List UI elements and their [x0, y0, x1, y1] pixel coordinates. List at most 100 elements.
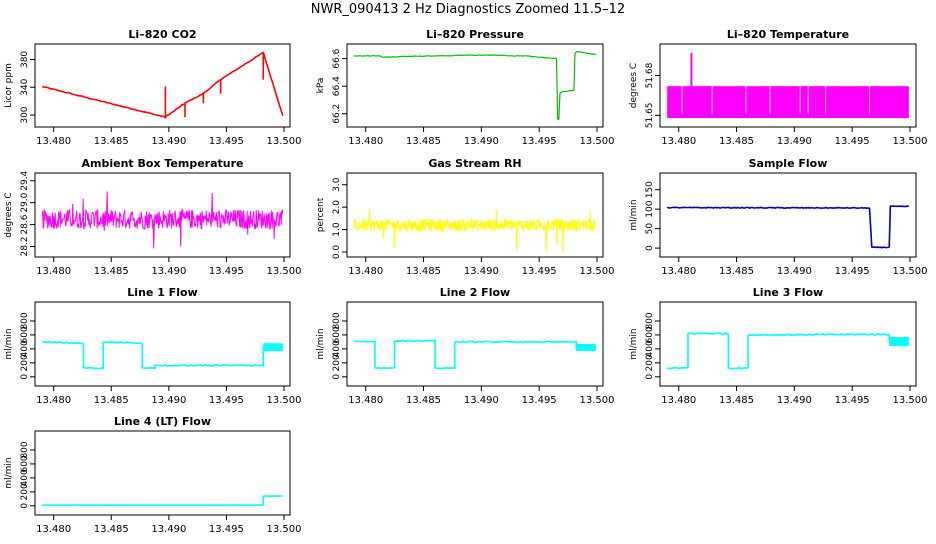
plot-frame — [34, 43, 291, 128]
x-tick-label: 13.490 — [464, 266, 499, 277]
plot-frame — [346, 301, 604, 387]
x-tick-label: 13.480 — [661, 395, 696, 406]
x-tick-label: 13.480 — [36, 266, 71, 277]
y-tick-label: 0.0 — [332, 245, 342, 260]
plot-frame — [34, 172, 291, 258]
chart-panel-1: Li–820 CO2 Licor ppm 13.480 13.485 13.490 13.… — [4, 28, 302, 147]
y-tick-label: 0 — [332, 374, 342, 380]
y-tick-label: 800 — [332, 312, 342, 329]
y-axis-label: Licor ppm — [4, 63, 14, 108]
y-axis-label: ml/min — [629, 199, 639, 230]
series-line — [42, 340, 284, 370]
y-tick-label: 600 — [20, 326, 30, 343]
chart-title: Sample Flow — [749, 157, 828, 170]
chart-panel-9: Line 3 Flow ml/min 13.480 13.485 13.490 13.49… — [629, 286, 928, 406]
x-tick-label: 13.490 — [777, 395, 812, 406]
y-tick-label: 0 — [645, 374, 655, 380]
y-axis-label: degrees C — [4, 192, 14, 237]
y-tick-label: 800 — [645, 312, 655, 329]
y-tick-label: 340 — [20, 78, 30, 95]
plot-frame — [659, 43, 917, 128]
x-tick-label: 13.480 — [348, 395, 383, 406]
y-tick-label: 800 — [20, 312, 30, 329]
x-tick-label: 13.490 — [777, 266, 812, 277]
x-tick-label: 13.480 — [36, 524, 71, 535]
y-tick-label: 51.68 — [645, 62, 655, 88]
plot-frame — [346, 172, 604, 258]
y-axis-label: percent — [316, 197, 326, 232]
y-tick-label: 50 — [645, 223, 655, 235]
series-line — [354, 50, 596, 120]
x-tick-label: 13.500 — [893, 395, 928, 406]
y-tick-label: 29.4 — [20, 170, 30, 190]
chart-title: Line 1 Flow — [127, 286, 197, 299]
x-tick-label: 13.495 — [209, 524, 244, 535]
y-axis-label: ml/min — [316, 328, 326, 359]
x-tick-label: 13.480 — [661, 266, 696, 277]
x-tick-label: 13.485 — [94, 395, 129, 406]
x-tick-label: 13.500 — [893, 266, 928, 277]
x-tick-label: 13.500 — [267, 524, 302, 535]
y-tick-label: 29.0 — [20, 192, 30, 212]
x-tick-label: 13.485 — [719, 395, 754, 406]
x-tick-label: 13.495 — [209, 266, 244, 277]
x-tick-label: 13.485 — [94, 136, 129, 147]
chart-panel-4: Ambient Box Temperature degrees C 13.480 13… — [4, 157, 302, 277]
x-tick-label: 13.485 — [94, 524, 129, 535]
series-noise-band — [889, 337, 909, 347]
x-tick-label: 13.500 — [267, 136, 302, 147]
x-tick-label: 13.500 — [893, 136, 928, 147]
x-tick-label: 13.500 — [580, 136, 615, 147]
y-tick-label: 400 — [332, 340, 342, 357]
y-tick-label: 100 — [645, 200, 655, 217]
x-tick-label: 13.485 — [406, 266, 441, 277]
x-tick-label: 13.485 — [406, 136, 441, 147]
chart-panel-2: Li–820 Pressure kPa 13.480 13.485 13.490 13.4… — [316, 28, 615, 147]
page-title: NWR_090413 2 Hz Diagnostics Zoomed 11.5–… — [310, 2, 626, 17]
chart-panel-3: Li–820 Temperature degrees C 13.480 13.485 1… — [629, 28, 928, 147]
chart-title: Li–820 Pressure — [426, 28, 524, 41]
y-tick-label: 28.6 — [20, 214, 30, 234]
x-tick-label: 13.480 — [348, 266, 383, 277]
series-noise-band — [263, 343, 283, 351]
x-tick-label: 13.490 — [464, 136, 499, 147]
x-tick-label: 13.490 — [151, 395, 186, 406]
x-tick-label: 13.480 — [36, 395, 71, 406]
x-tick-label: 13.485 — [406, 395, 441, 406]
plot-frame — [34, 430, 291, 516]
x-tick-label: 13.485 — [719, 136, 754, 147]
chart-title: Line 2 Flow — [440, 286, 510, 299]
y-tick-label: 200 — [645, 354, 655, 371]
y-tick-label: 380 — [20, 51, 30, 68]
series-line — [42, 495, 283, 507]
y-tick-label: 600 — [20, 455, 30, 472]
y-axis-label: ml/min — [4, 457, 14, 488]
y-tick-label: 400 — [20, 469, 30, 486]
x-tick-label: 13.490 — [151, 266, 186, 277]
x-tick-label: 13.485 — [94, 266, 129, 277]
x-tick-label: 13.495 — [835, 266, 870, 277]
chart-title: Ambient Box Temperature — [82, 157, 244, 170]
x-tick-label: 13.480 — [348, 136, 383, 147]
x-tick-label: 13.480 — [36, 136, 71, 147]
y-tick-label: 1.0 — [332, 222, 342, 237]
chart-title: Li–820 Temperature — [727, 28, 849, 41]
y-tick-label: 3.0 — [332, 177, 342, 192]
x-tick-label: 13.495 — [522, 395, 557, 406]
series-line — [666, 331, 909, 370]
y-tick-label: 51.65 — [645, 102, 655, 128]
x-tick-label: 13.495 — [209, 395, 244, 406]
plot-frame — [659, 172, 917, 258]
y-tick-label: 800 — [20, 441, 30, 458]
y-tick-label: 300 — [20, 106, 30, 123]
y-tick-label: 2.0 — [332, 200, 342, 215]
chart-title: Li–820 CO2 — [128, 28, 196, 41]
plot-frame — [34, 301, 291, 387]
y-tick-label: 600 — [332, 326, 342, 343]
y-tick-label: 66.2 — [332, 104, 342, 124]
y-tick-label: 600 — [645, 326, 655, 343]
plot-frame — [346, 43, 604, 128]
x-tick-label: 13.500 — [580, 395, 615, 406]
